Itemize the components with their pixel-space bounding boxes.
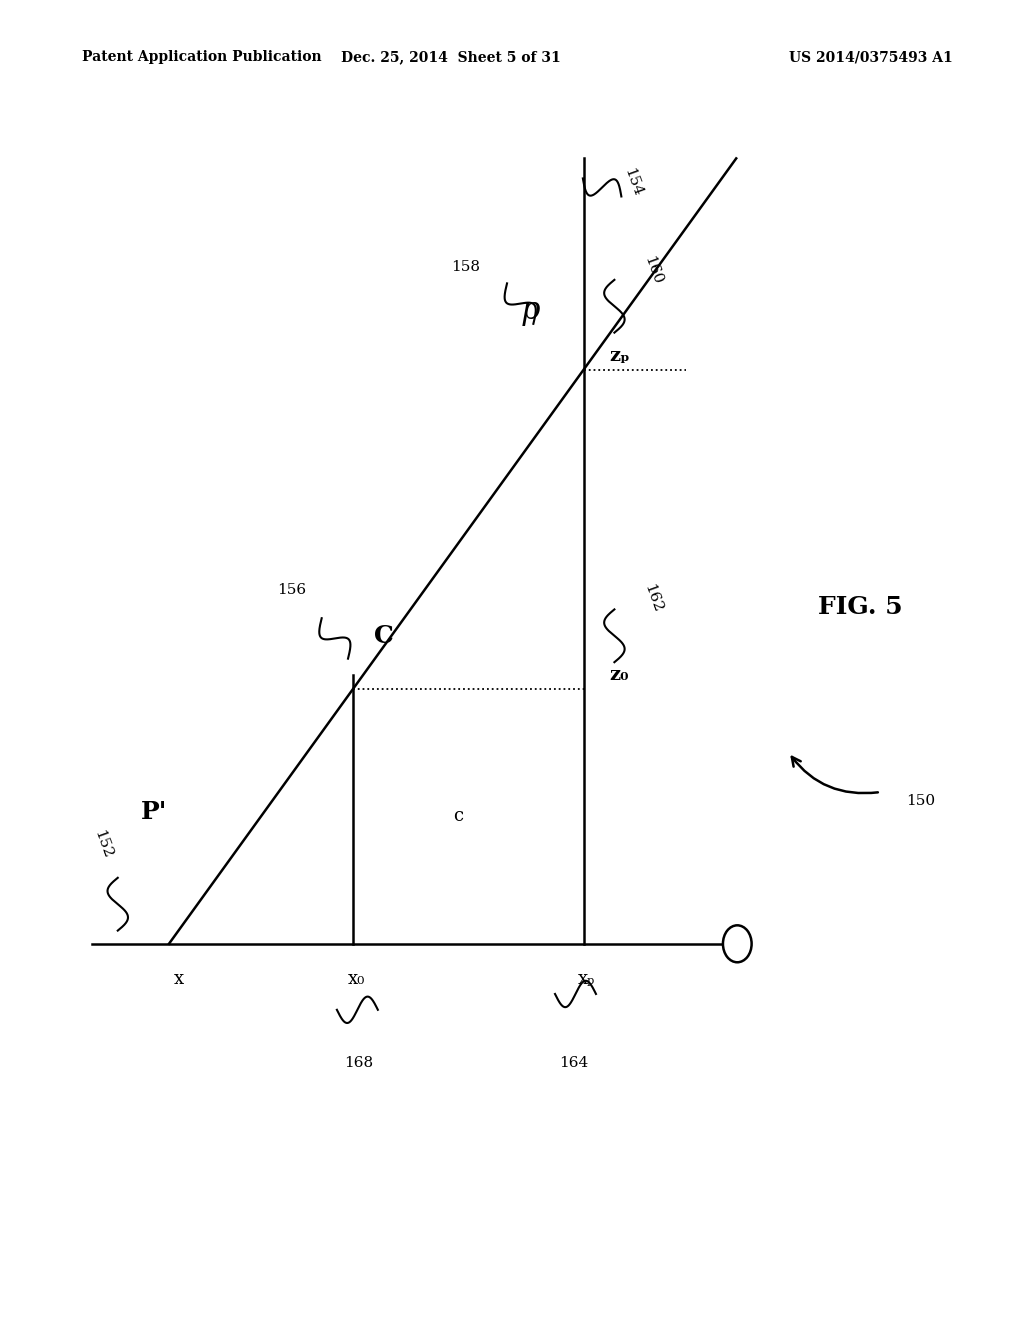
Text: x: x (174, 970, 184, 989)
Text: 168: 168 (344, 1056, 373, 1069)
Text: 152: 152 (91, 829, 114, 861)
Text: xₚ: xₚ (579, 970, 595, 989)
Text: x₀: x₀ (348, 970, 365, 989)
Text: c: c (454, 808, 463, 825)
Text: 156: 156 (278, 582, 306, 597)
Text: FIG. 5: FIG. 5 (818, 595, 902, 619)
Text: 162: 162 (642, 582, 665, 615)
Text: 150: 150 (906, 795, 935, 808)
Text: 164: 164 (559, 1056, 588, 1069)
Text: z₀: z₀ (609, 667, 629, 684)
Text: 158: 158 (452, 260, 480, 273)
Text: Dec. 25, 2014  Sheet 5 of 31: Dec. 25, 2014 Sheet 5 of 31 (341, 50, 560, 65)
Text: 160: 160 (642, 255, 665, 286)
Text: 154: 154 (622, 166, 644, 198)
Text: P': P' (140, 800, 167, 824)
Text: p: p (520, 294, 541, 326)
Text: zₚ: zₚ (609, 347, 630, 366)
Text: US 2014/0375493 A1: US 2014/0375493 A1 (788, 50, 952, 65)
Text: C: C (374, 624, 394, 648)
Text: Patent Application Publication: Patent Application Publication (82, 50, 322, 65)
